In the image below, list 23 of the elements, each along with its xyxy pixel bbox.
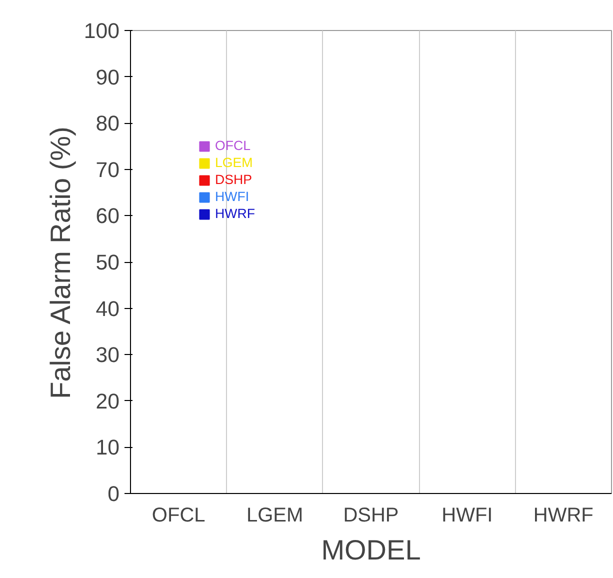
legend-label: HWFI xyxy=(215,189,250,204)
x-tick-label: LGEM xyxy=(246,504,304,526)
x-tick-label: DSHP xyxy=(343,504,399,526)
y-tick-label: 90 xyxy=(96,65,120,90)
y-tick-label: 60 xyxy=(96,204,120,228)
x-tick-label: OFCL xyxy=(152,504,206,526)
y-tick-label: 50 xyxy=(96,250,120,274)
y-tick-label: 20 xyxy=(96,389,120,414)
y-tick-label: 10 xyxy=(96,436,120,460)
y-tick-label: 0 xyxy=(108,482,120,506)
legend-label: LGEM xyxy=(215,155,253,170)
legend-label: HWRF xyxy=(215,206,255,221)
x-axis-title: MODEL xyxy=(321,534,421,566)
y-tick-label: 40 xyxy=(96,296,120,321)
y-tick-label: 70 xyxy=(96,158,120,182)
x-tick-label: HWRF xyxy=(533,504,594,526)
legend-label: DSHP xyxy=(215,172,252,187)
y-tick-label: 100 xyxy=(84,19,120,43)
y-tick-label: 30 xyxy=(96,343,120,368)
x-tick-label: HWFI xyxy=(442,504,493,526)
y-axis-title: False Alarm Ratio (%) xyxy=(44,126,76,399)
legend-label: OFCL xyxy=(215,138,251,153)
y-tick-label: 80 xyxy=(96,112,120,136)
